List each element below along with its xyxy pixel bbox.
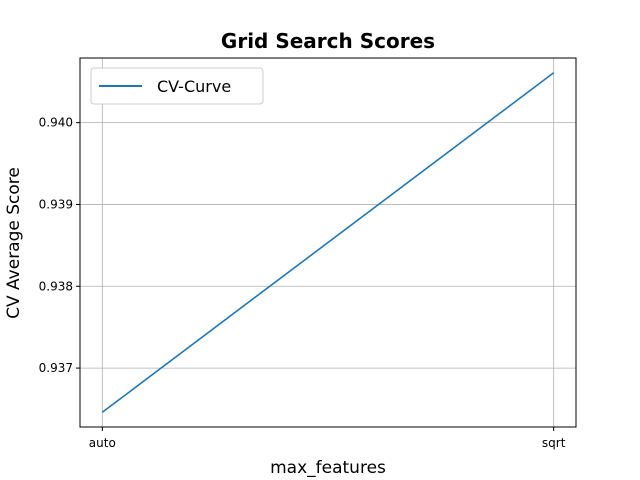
y-tick-label: 0.940 [39,116,73,130]
y-tick-label: 0.939 [39,197,73,211]
x-tick-label: auto [89,436,116,450]
grid [80,58,576,427]
plot-area-frame [79,57,577,428]
legend: CV-Curve [90,67,264,105]
legend-label: CV-Curve [157,77,231,96]
y-axis-label: CV Average Score [4,167,24,319]
ticks: 0.937 0.938 0.939 0.940 auto sqrt [39,116,566,450]
chart-title: Grid Search Scores [221,29,435,53]
x-axis-label: max_features [270,458,386,478]
legend-box [90,67,264,105]
y-tick-label: 0.937 [39,361,73,375]
x-tick-label: sqrt [542,436,566,450]
series-layer [101,72,555,413]
y-tick-label: 0.938 [39,279,73,293]
series-line-cv-curve [101,72,555,413]
